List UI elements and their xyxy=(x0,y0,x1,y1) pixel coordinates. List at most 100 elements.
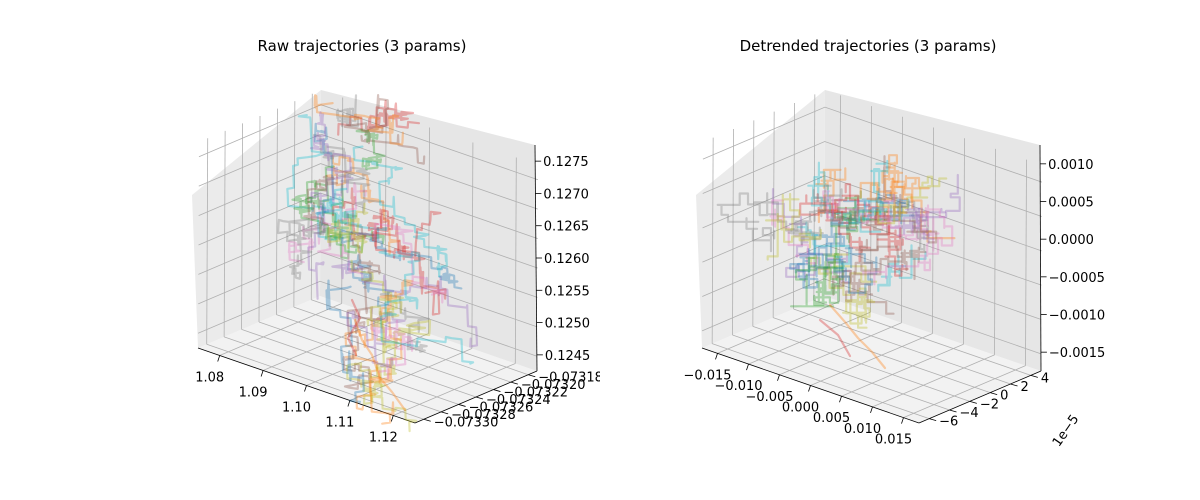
z-tick-label: 0.0010 xyxy=(1048,158,1094,173)
trajectory-line xyxy=(859,154,908,214)
x-tick-label: 1.12 xyxy=(369,431,398,446)
z-gridline xyxy=(198,104,539,181)
z-gridline xyxy=(702,106,1043,183)
y-gridline xyxy=(772,111,775,318)
trajectory-line xyxy=(309,111,352,179)
trajectory-line xyxy=(342,306,383,390)
trajectory-line xyxy=(822,190,901,229)
left-3d-plot: Raw trajectories (3 params) 1.08 1.09 1.10… xyxy=(192,37,600,446)
y-tick-label: 4 xyxy=(1041,371,1049,386)
y-axis-line xyxy=(918,370,1042,424)
y-gridline xyxy=(773,317,991,394)
y-tick xyxy=(510,381,518,385)
trajectory-line xyxy=(815,167,847,224)
trajectory-line xyxy=(344,320,381,411)
trajectory-line xyxy=(366,301,403,354)
trajectory-line xyxy=(346,298,362,357)
trajectory-line xyxy=(842,287,876,329)
trajectory-line xyxy=(828,303,887,370)
x-tick-label: 0.010 xyxy=(844,422,881,437)
trajectory-line xyxy=(312,133,385,214)
z-tick-label: 0.1245 xyxy=(545,349,591,364)
trajectory-line xyxy=(866,180,956,243)
z-tick-label: 0.0000 xyxy=(1048,233,1094,248)
y-tick-label: −4 xyxy=(960,406,979,421)
y-tick xyxy=(423,418,431,422)
trajectory-line xyxy=(362,319,432,433)
trajectory-line xyxy=(787,184,832,246)
trajectory-line xyxy=(287,198,332,264)
trajectory-line xyxy=(373,222,447,304)
trajectory-line xyxy=(303,175,339,226)
trajectory-line xyxy=(818,318,852,358)
y-offset-label: 1e−5 xyxy=(1050,412,1083,450)
x-tick xyxy=(304,385,307,392)
z-gridline xyxy=(198,251,538,328)
y-tick xyxy=(1010,383,1018,387)
x-tick-label: −0.015 xyxy=(683,368,731,383)
x-tick-label: 0.015 xyxy=(875,433,912,448)
y-gridline xyxy=(311,299,529,376)
x-tick xyxy=(901,417,904,424)
x-tick xyxy=(260,370,264,377)
trajectory-line xyxy=(370,319,414,380)
trajectory-line xyxy=(812,188,872,226)
trajectory-line xyxy=(905,173,961,244)
trajectory-line xyxy=(769,199,818,265)
x-tick xyxy=(839,396,842,403)
y-gridline xyxy=(793,308,1011,385)
z-gridline xyxy=(198,222,538,298)
z-tick-label: 0.1260 xyxy=(544,252,590,267)
trajectory-line xyxy=(855,193,938,251)
x-tick xyxy=(808,385,811,392)
trajectory-line xyxy=(307,173,354,300)
x-tick-label: 1.11 xyxy=(325,416,354,431)
z-gridline xyxy=(702,141,1042,217)
trajectory-line xyxy=(785,252,852,284)
y-gridline xyxy=(711,137,714,344)
y-gridline xyxy=(224,336,442,413)
trajectory-line xyxy=(346,310,406,369)
trajectory-line xyxy=(805,253,878,296)
z-tick-label: 0.1270 xyxy=(543,187,589,202)
x-tick-label: 0.005 xyxy=(813,411,850,426)
trajectory-line xyxy=(277,217,328,280)
trajectory-line xyxy=(325,154,401,256)
x-tick-label: 1.10 xyxy=(282,401,311,416)
trajectory-line xyxy=(327,202,369,254)
x-gridline xyxy=(872,354,995,408)
x-tick xyxy=(746,363,749,371)
y-gridline xyxy=(793,102,795,310)
trajectory-line xyxy=(337,99,420,136)
trajectory-line xyxy=(313,122,335,226)
z-gridline xyxy=(702,209,1042,286)
z-tick-label: −0.0010 xyxy=(1049,309,1105,324)
y-tick xyxy=(969,400,977,404)
y-gridline xyxy=(276,314,494,390)
z-gridline xyxy=(701,278,1042,355)
y-tick-label: −0.07326 xyxy=(469,400,534,415)
trajectory-line xyxy=(854,245,927,281)
y-tick xyxy=(528,374,536,378)
trajectory-line xyxy=(286,113,350,242)
trajectory-line xyxy=(876,225,909,277)
trajectory-line xyxy=(304,165,351,260)
y-gridline xyxy=(732,334,950,411)
x-gridline xyxy=(901,116,903,323)
trajectory-line xyxy=(765,192,822,261)
x-gridline xyxy=(903,365,1026,419)
trajectory-line xyxy=(807,161,871,226)
trajectory-line xyxy=(813,266,844,306)
y-tick-label: −0.07322 xyxy=(503,386,568,401)
z-tick-label: −0.0015 xyxy=(1049,346,1105,361)
x-gridline xyxy=(932,127,934,334)
trajectory-line xyxy=(848,159,889,233)
trajectory-line xyxy=(347,254,395,307)
trajectory-line xyxy=(837,183,871,263)
trajectory-line xyxy=(807,187,886,255)
trajectory-line xyxy=(862,204,954,286)
y-tick-label: −0.07318 xyxy=(538,371,600,386)
x-tick xyxy=(715,353,718,360)
z-tick-label: 0.1265 xyxy=(544,220,590,235)
y-gridline xyxy=(813,299,1031,376)
